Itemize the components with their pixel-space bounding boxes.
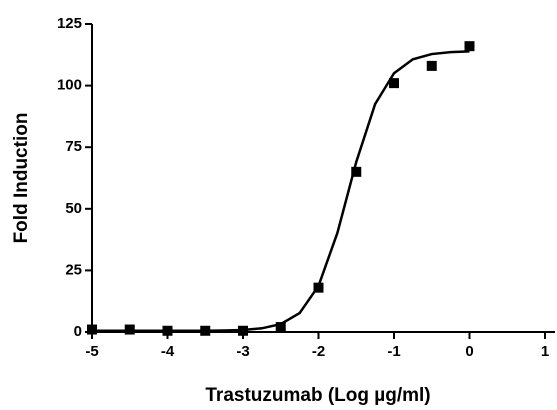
data-point — [389, 78, 399, 89]
x-tick-label: -4 — [161, 343, 175, 360]
x-axis-title: Trastuzumab (Log µg/ml) — [205, 385, 430, 406]
data-point — [464, 41, 475, 52]
fit-curve — [92, 50, 470, 333]
x-tick-label: -3 — [236, 343, 249, 360]
x-tick-label: -5 — [85, 343, 98, 360]
y-tick-label: 125 — [57, 15, 82, 32]
y-tick-label: 50 — [65, 200, 82, 217]
data-point — [426, 60, 437, 71]
x-tick-label: 1 — [541, 343, 549, 360]
data-point — [351, 166, 362, 177]
y-axis-title: Fold Induction — [11, 113, 32, 244]
y-tick-label: 75 — [65, 138, 82, 155]
x-tick-label: -2 — [312, 343, 325, 360]
y-tick-label: 100 — [57, 77, 82, 94]
x-tick-label: 0 — [465, 343, 473, 360]
x-tick-label: -1 — [387, 343, 400, 360]
y-tick-label: 0 — [74, 323, 82, 340]
data-point — [275, 322, 286, 333]
y-tick-label: 25 — [65, 261, 82, 278]
